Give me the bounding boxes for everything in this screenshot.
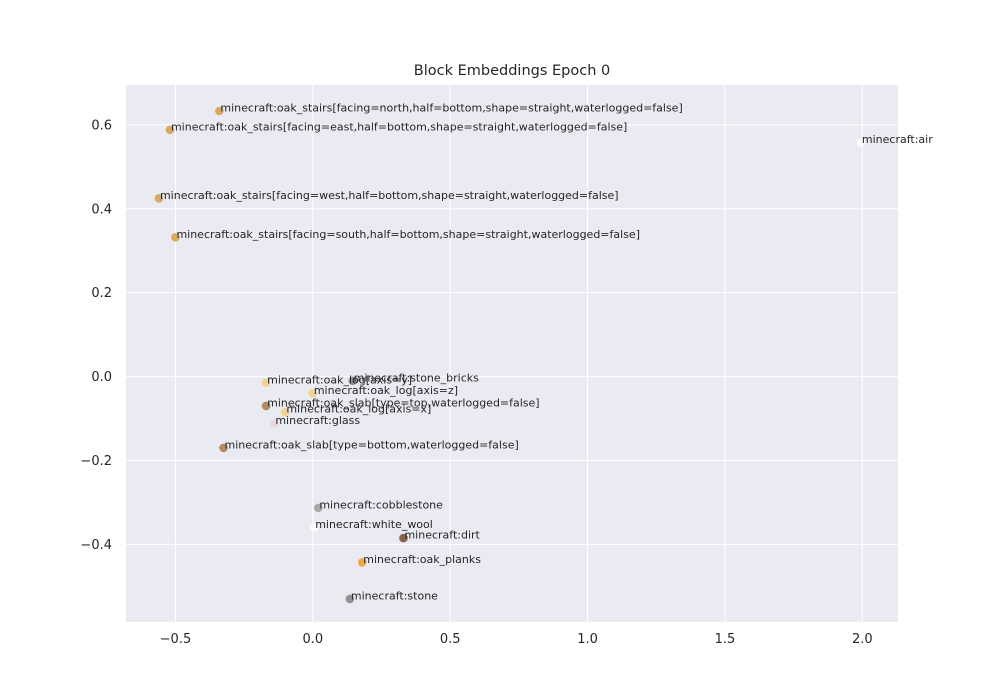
- y-tick-label: −0.2: [80, 454, 112, 469]
- data-point: [154, 193, 164, 203]
- point-label: minecraft:oak_stairs[facing=east,half=bo…: [171, 120, 627, 133]
- point-label: minecraft:oak_stairs[facing=north,half=b…: [220, 102, 682, 115]
- y-tick-label: 0.2: [91, 286, 112, 301]
- data-point: [215, 106, 224, 116]
- point-label: minecraft:oak_slab[type=bottom,waterlogg…: [225, 438, 519, 451]
- data-point: [261, 378, 271, 388]
- y-tick-label: 0.4: [91, 202, 112, 217]
- data-points: [154, 106, 866, 604]
- point-label: minecraft:oak_stairs[facing=south,half=b…: [176, 228, 640, 241]
- data-point: [309, 523, 319, 532]
- y-tick-label: −0.4: [80, 538, 112, 553]
- data-point: [219, 443, 228, 453]
- data-point: [345, 594, 355, 604]
- point-label: minecraft:air: [862, 133, 933, 146]
- y-axis-ticks: −0.4 −0.2 0.0 0.2 0.4 0.6: [80, 118, 112, 553]
- data-point: [348, 376, 357, 386]
- grid-lines: [126, 85, 898, 622]
- data-point: [281, 407, 290, 417]
- point-label: minecraft:oak_log[axis=y]: [267, 373, 412, 386]
- point-label: minecraft:stone_bricks: [354, 371, 480, 384]
- point-label: minecraft:white_wool: [315, 518, 433, 531]
- y-tick-label: 0.6: [91, 118, 112, 133]
- point-label: minecraft:oak_log[axis=x]: [286, 403, 431, 416]
- data-point: [261, 401, 271, 411]
- point-label: minecraft:stone: [351, 589, 438, 602]
- point-label: minecraft:oak_log[axis=z]: [314, 384, 458, 397]
- x-tick-label: 1.0: [577, 632, 598, 647]
- point-label: minecraft:oak_slab[type=top,waterlogged=…: [267, 396, 540, 409]
- data-point: [314, 503, 323, 513]
- point-label: minecraft:oak_planks: [363, 553, 481, 566]
- point-label: minecraft:oak_stairs[facing=west,half=bo…: [160, 189, 619, 202]
- data-point: [270, 419, 279, 428]
- data-point: [308, 389, 318, 398]
- data-point: [399, 533, 408, 543]
- x-tick-label: 0.0: [302, 632, 323, 647]
- x-tick-label: 1.5: [715, 632, 736, 647]
- point-label: minecraft:glass: [275, 414, 360, 427]
- x-tick-label: 0.5: [440, 632, 461, 647]
- x-tick-label: 2.0: [852, 632, 873, 647]
- point-label: minecraft:dirt: [404, 529, 480, 542]
- point-labels: minecraft:oak_stairs[facing=north,half=b…: [160, 102, 933, 603]
- point-label: minecraft:cobblestone: [319, 498, 443, 511]
- data-point: [165, 125, 175, 135]
- y-tick-label: 0.0: [91, 370, 112, 385]
- data-point: [856, 138, 866, 147]
- data-point: [171, 232, 180, 242]
- x-axis-ticks: −0.5 0.0 0.5 1.0 1.5 2.0: [160, 632, 873, 647]
- x-tick-label: −0.5: [160, 632, 192, 647]
- chart-title: Block Embeddings Epoch 0: [414, 63, 610, 79]
- data-point: [357, 558, 367, 567]
- plot-area: [126, 85, 898, 622]
